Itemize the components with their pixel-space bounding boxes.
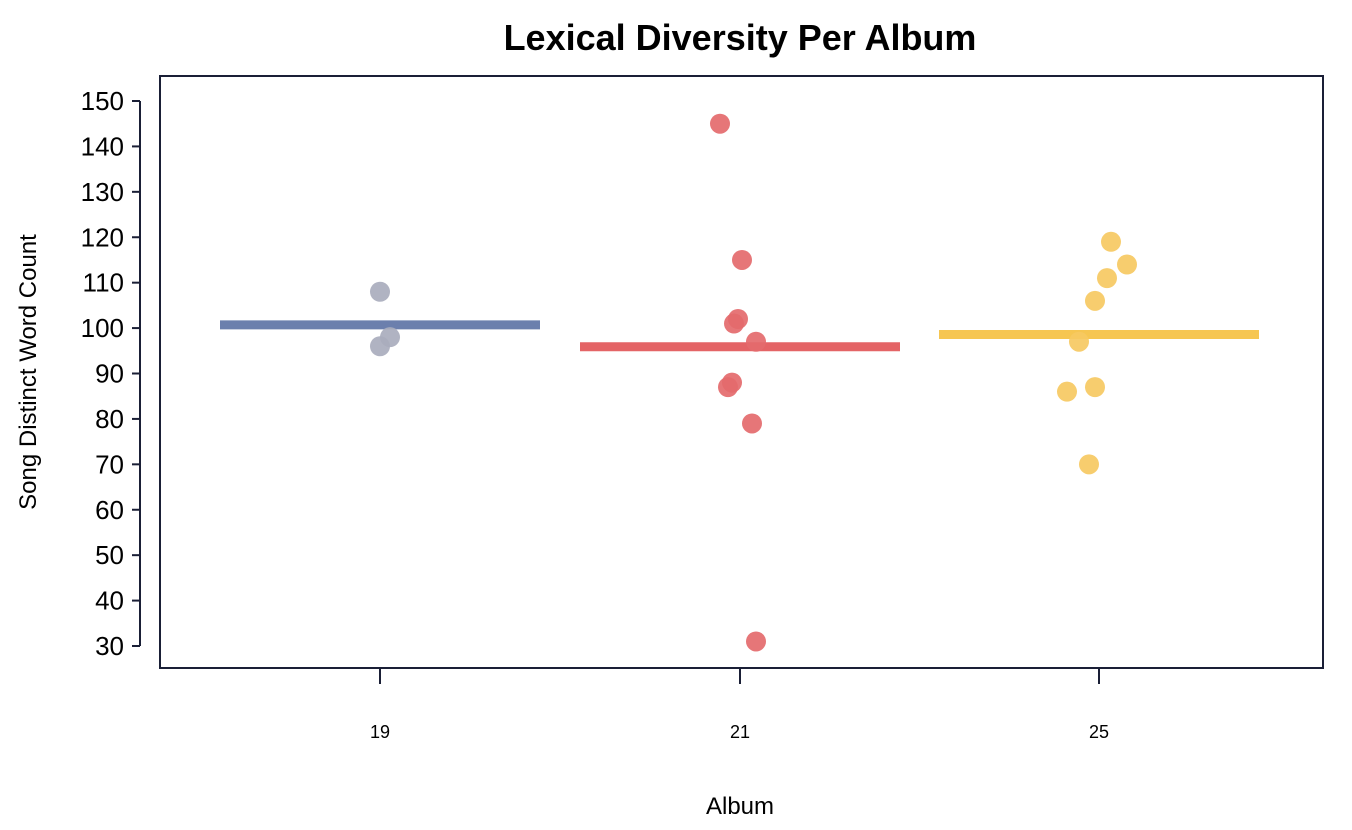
data-point-21 [742, 413, 762, 434]
y-tick-label: 70 [95, 449, 124, 479]
data-point-25 [1097, 268, 1117, 289]
y-tick-label: 140 [81, 131, 124, 161]
x-tick-label: 21 [730, 722, 750, 742]
y-axis: 30 40 50 60 70 80 90 100 110 120 130 140 150 [81, 86, 141, 661]
data-point-21 [722, 372, 742, 393]
data-point-19 [370, 281, 390, 302]
data-point-21 [710, 113, 730, 134]
y-tick-label: 100 [81, 313, 124, 343]
plot-frame [159, 75, 1324, 669]
data-point-21 [746, 631, 766, 652]
y-tick-label: 30 [95, 631, 124, 661]
data-point-25 [1085, 377, 1105, 398]
data-points [370, 113, 1137, 652]
y-tick-label: 40 [95, 586, 124, 616]
y-tick-label: 120 [81, 222, 124, 252]
data-point-25 [1085, 290, 1105, 311]
x-axis: 19 21 25 [370, 668, 1109, 742]
y-tick-label: 150 [81, 86, 124, 116]
y-tick-label: 80 [95, 404, 124, 434]
data-point-21 [746, 331, 766, 352]
mean-lines [220, 320, 1259, 352]
y-tick-label: 90 [95, 359, 124, 389]
data-point-25 [1069, 331, 1089, 352]
data-point-21 [732, 249, 752, 270]
x-tick-label: 25 [1089, 722, 1109, 742]
y-tick-label: 60 [95, 495, 124, 525]
y-tick-label: 50 [95, 540, 124, 570]
data-point-21 [728, 309, 748, 329]
x-tick-label: 19 [370, 722, 390, 742]
y-tick-label: 130 [81, 177, 124, 207]
chart-title: Lexical Diversity Per Album [504, 17, 977, 58]
data-point-25 [1117, 254, 1137, 275]
data-point-19 [380, 327, 400, 348]
data-point-25 [1057, 381, 1077, 402]
y-tick-label: 110 [83, 268, 124, 298]
x-axis-label: Album [706, 793, 774, 820]
data-point-25 [1079, 454, 1099, 475]
data-point-25 [1101, 231, 1121, 252]
y-axis-label: Song Distinct Word Count [15, 234, 42, 510]
